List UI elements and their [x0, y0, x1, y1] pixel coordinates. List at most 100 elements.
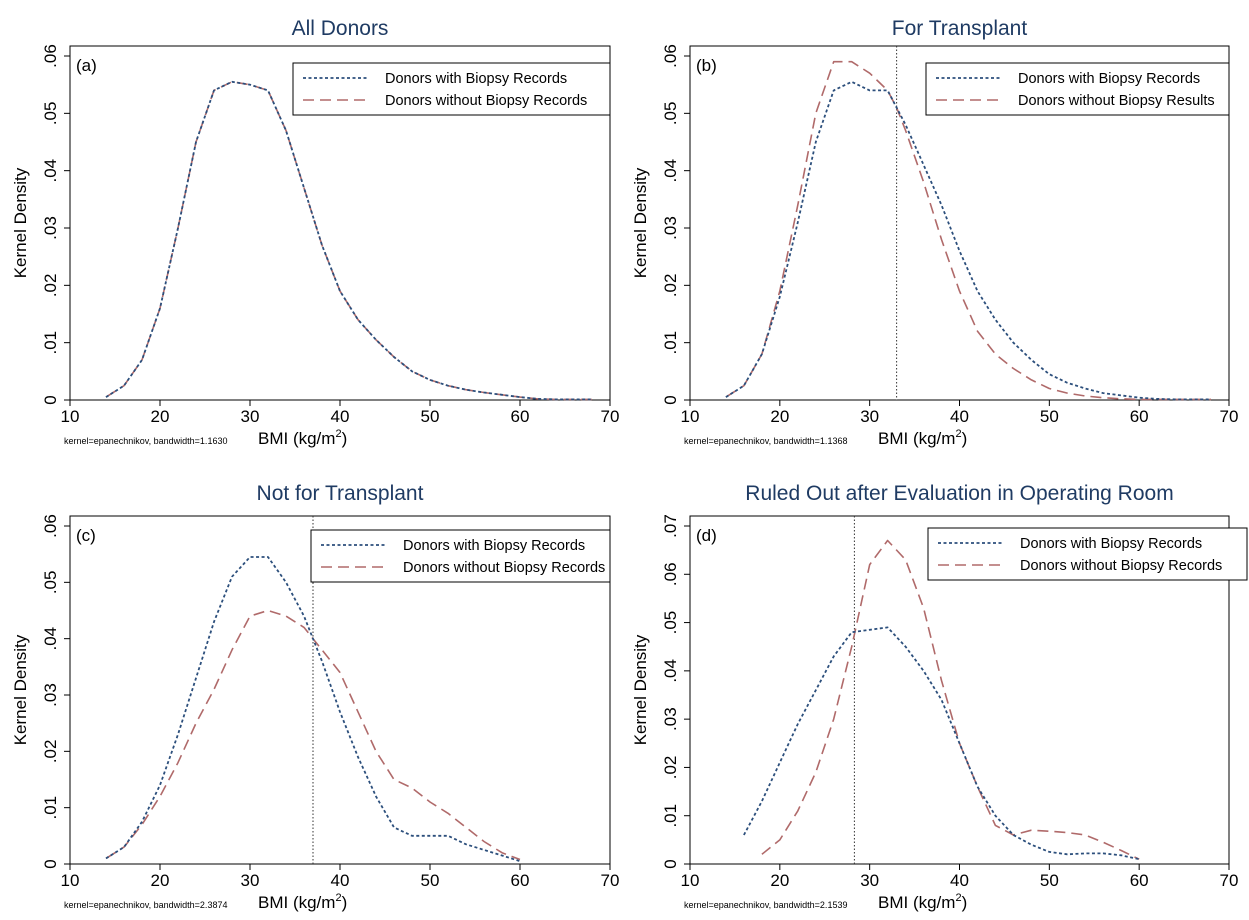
- legend: Donors with Biopsy Records Donors without…: [925, 62, 1230, 116]
- y-tick-label: .02: [41, 740, 60, 764]
- legend-label: Donors with Biopsy Records: [1020, 536, 1202, 552]
- kernel-note: kernel=epanechnikov, bandwidth=1.1630: [64, 436, 227, 446]
- chart-title: Ruled Out after Evaluation in Operating …: [745, 482, 1173, 505]
- x-tick-label: 20: [151, 871, 170, 890]
- y-tick-label: .03: [661, 216, 680, 240]
- panel-letter: (b): [696, 56, 717, 75]
- x-tick-label: 70: [1220, 871, 1239, 890]
- y-tick-label: .06: [41, 44, 60, 68]
- legend-box: [927, 527, 1248, 581]
- x-tick-label: 10: [61, 407, 80, 426]
- x-tick-label: 20: [770, 871, 789, 890]
- y-tick-label: 0: [661, 859, 680, 868]
- y-tick-label: .05: [41, 571, 60, 595]
- x-tick-label: 60: [511, 407, 530, 426]
- y-axis-label: Kernel Density: [631, 167, 650, 278]
- x-tick-label: 20: [770, 407, 789, 426]
- x-tick-label: 40: [331, 871, 350, 890]
- y-tick-label: 0: [41, 395, 60, 404]
- chart-title: All Donors: [292, 17, 389, 40]
- y-tick-label: .03: [41, 683, 60, 707]
- chart-panel-1: All Donors 0 .01 .02 .03 .04 .05 .06 10 20 30 40 50 6…: [11, 17, 619, 448]
- y-tick-label: .07: [661, 514, 680, 538]
- y-axis-label: Kernel Density: [11, 634, 30, 745]
- x-tick-label: 40: [331, 407, 350, 426]
- y-tick-label: .02: [661, 274, 680, 298]
- y-tick-label: .06: [41, 514, 60, 538]
- series-line-with-biopsy: [743, 626, 1140, 861]
- series-line-without-biopsy: [105, 609, 521, 861]
- kernel-note: kernel=epanechnikov, bandwidth=1.1368: [684, 436, 847, 446]
- legend: Donors with Biopsy Records Donors without…: [292, 62, 611, 116]
- y-tick-label: .04: [41, 159, 60, 183]
- y-tick-label: .01: [41, 331, 60, 355]
- x-tick-label: 50: [421, 407, 440, 426]
- y-axis-label: Kernel Density: [11, 167, 30, 278]
- x-axis-label: BMI (kg/m2): [878, 892, 967, 912]
- x-tick-label: 50: [421, 871, 440, 890]
- y-tick-label: .01: [661, 804, 680, 828]
- legend-label: Donors with Biopsy Records: [403, 538, 585, 554]
- series-line-without-biopsy: [725, 60, 1211, 401]
- x-tick-label: 20: [151, 407, 170, 426]
- kernel-note: kernel=epanechnikov, bandwidth=2.3874: [64, 900, 227, 910]
- series-line-without-biopsy: [105, 81, 592, 401]
- x-tick-label: 50: [1040, 407, 1059, 426]
- x-tick-label: 30: [860, 871, 879, 890]
- y-tick-label: .03: [661, 707, 680, 731]
- series-line-without-biopsy: [761, 539, 1140, 860]
- y-tick-label: .01: [41, 796, 60, 820]
- panel-letter: (d): [696, 526, 717, 545]
- legend-label: Donors with Biopsy Records: [1018, 71, 1200, 87]
- y-tick-label: .05: [41, 102, 60, 126]
- y-tick-label: .05: [661, 611, 680, 635]
- y-tick-label: .02: [661, 756, 680, 780]
- x-tick-label: 50: [1040, 871, 1059, 890]
- legend: Donors with Biopsy Records Donors without…: [927, 527, 1248, 581]
- y-tick-label: .01: [661, 331, 680, 355]
- x-tick-label: 10: [681, 407, 700, 426]
- legend-box: [310, 529, 611, 583]
- y-tick-label: .02: [41, 274, 60, 298]
- series-line-with-biopsy: [105, 556, 521, 863]
- x-tick-label: 60: [1130, 871, 1149, 890]
- y-tick-label: .04: [661, 159, 680, 183]
- chart-title: Not for Transplant: [257, 482, 424, 505]
- x-axis-label: BMI (kg/m2): [258, 892, 347, 912]
- panel-letter: (c): [76, 526, 96, 545]
- x-axis-label: BMI (kg/m2): [878, 428, 967, 448]
- x-tick-label: 10: [681, 871, 700, 890]
- panel-letter: (a): [76, 56, 97, 75]
- x-tick-label: 40: [950, 407, 969, 426]
- legend-label: Donors without Biopsy Records: [1020, 558, 1222, 574]
- x-tick-label: 70: [1220, 407, 1239, 426]
- x-tick-label: 60: [1130, 407, 1149, 426]
- x-tick-label: 40: [950, 871, 969, 890]
- chart-panel-2: For Transplant 0 .01 .02 .03 .04 .05 .06 10 20 30 4…: [631, 17, 1238, 448]
- x-tick-label: 70: [601, 871, 620, 890]
- y-tick-label: 0: [41, 859, 60, 868]
- x-tick-label: 70: [601, 407, 620, 426]
- series-line-with-biopsy: [105, 80, 592, 401]
- x-tick-label: 30: [241, 407, 260, 426]
- y-tick-label: .06: [661, 562, 680, 586]
- series-line-with-biopsy: [725, 80, 1211, 401]
- x-tick-label: 30: [241, 871, 260, 890]
- legend-label: Donors with Biopsy Records: [385, 71, 567, 87]
- y-axis-label: Kernel Density: [631, 634, 650, 745]
- chart-panel-3: Not for Transplant 0 .01 .02 .03 .04 .05 .06 10 2…: [11, 482, 619, 912]
- y-tick-label: .05: [661, 102, 680, 126]
- y-tick-label: .04: [661, 659, 680, 683]
- kernel-note: kernel=epanechnikov, bandwidth=2.1539: [684, 900, 847, 910]
- legend-box: [925, 62, 1230, 116]
- x-tick-label: 10: [61, 871, 80, 890]
- legend-box: [292, 62, 611, 116]
- x-tick-label: 60: [511, 871, 530, 890]
- legend-label: Donors without Biopsy Records: [385, 93, 587, 109]
- y-tick-label: 0: [661, 395, 680, 404]
- chart-title: For Transplant: [892, 17, 1028, 40]
- legend: Donors with Biopsy Records Donors without…: [310, 529, 611, 583]
- x-tick-label: 30: [860, 407, 879, 426]
- y-tick-label: .04: [41, 627, 60, 651]
